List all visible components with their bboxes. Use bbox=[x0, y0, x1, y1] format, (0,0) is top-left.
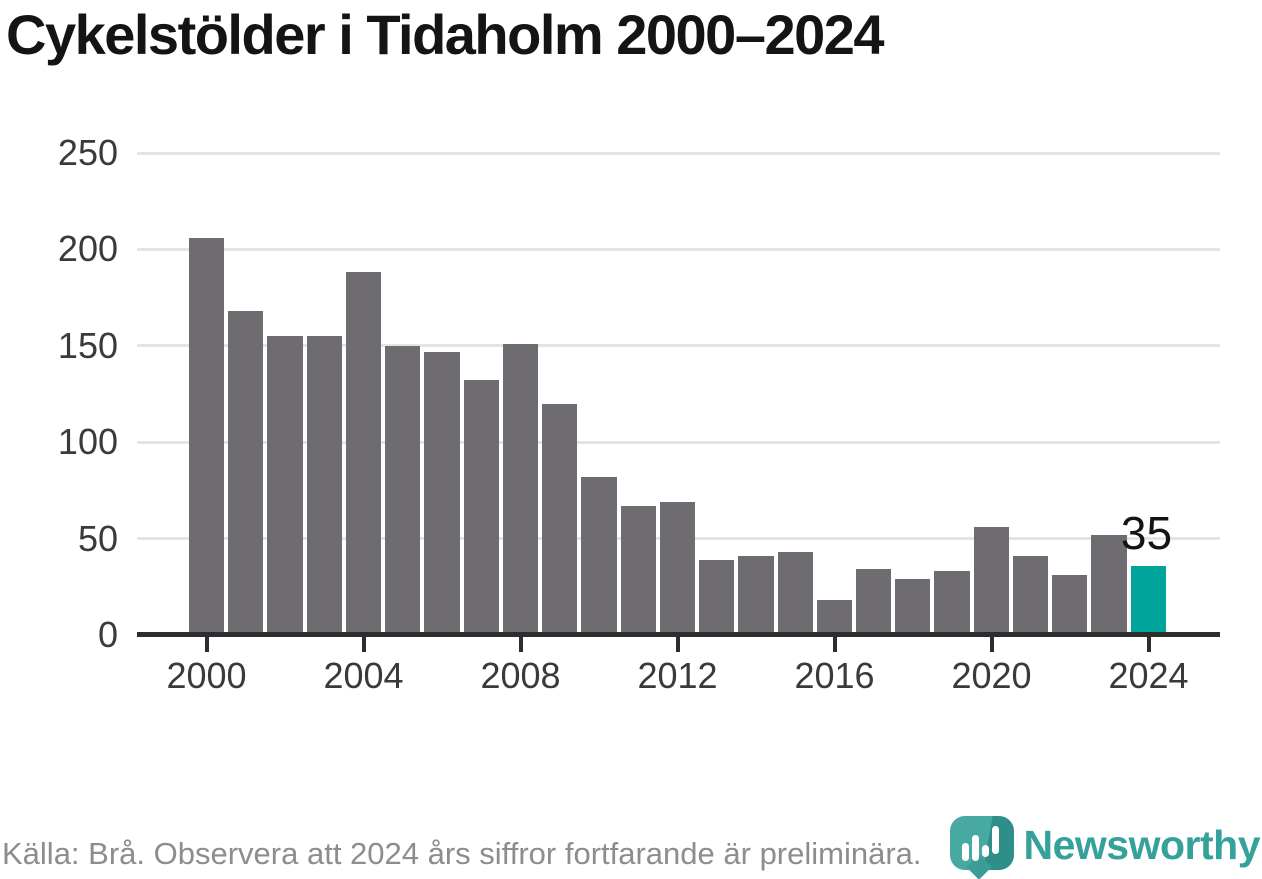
x-tick-2024 bbox=[1146, 637, 1151, 652]
newsworthy-speech-bubble-chart-icon bbox=[949, 812, 1016, 879]
logo-chart-bar bbox=[991, 826, 999, 854]
bar-2006 bbox=[424, 351, 460, 633]
bar-2023 bbox=[1091, 534, 1127, 633]
gridline-200 bbox=[137, 247, 1220, 251]
gridline-150 bbox=[137, 344, 1220, 348]
x-tick-label-2000: 2000 bbox=[166, 655, 247, 696]
x-tick-label-2016: 2016 bbox=[794, 655, 875, 696]
x-tick-2020 bbox=[989, 637, 994, 652]
gridline-100 bbox=[137, 440, 1220, 444]
bar-2019 bbox=[934, 571, 970, 633]
logo-chart-bar bbox=[961, 843, 969, 861]
bar-2021 bbox=[1012, 555, 1049, 633]
bar-2022 bbox=[1052, 575, 1088, 633]
y-tick-label-0: 0 bbox=[97, 614, 118, 655]
annotation-2024: 35 bbox=[1120, 506, 1173, 559]
bar-2015 bbox=[777, 552, 813, 633]
newsworthy-wordmark: Newsworthy bbox=[1023, 822, 1261, 868]
newsworthy-logo: Newsworthy bbox=[949, 812, 1262, 879]
x-tick-2016 bbox=[832, 637, 837, 652]
y-tick-label-200: 200 bbox=[57, 228, 118, 270]
x-tick-2004 bbox=[361, 637, 366, 652]
bar-2020 bbox=[973, 526, 1009, 633]
bar-2003 bbox=[306, 336, 342, 633]
bar-2014 bbox=[738, 555, 774, 633]
bar-2001 bbox=[228, 311, 264, 633]
bar-2008 bbox=[502, 343, 539, 633]
bar-2024 bbox=[1130, 565, 1166, 633]
bar-2000 bbox=[189, 237, 225, 633]
bars-row bbox=[189, 153, 1166, 633]
x-tick-2008 bbox=[518, 637, 523, 652]
y-tick-label-250: 250 bbox=[57, 132, 118, 173]
logo-chart-bar bbox=[971, 835, 979, 861]
bar-2012 bbox=[659, 501, 696, 633]
chart-title: Cykelstölder i Tidaholm 2000–2024 bbox=[6, 3, 885, 66]
x-tick-label-2012: 2012 bbox=[637, 655, 718, 696]
source-note: Källa: Brå. Observera att 2024 års siffr… bbox=[2, 836, 922, 871]
y-tick-label-50: 50 bbox=[77, 517, 118, 559]
bar-2016 bbox=[816, 600, 852, 633]
x-tick-label-2020: 2020 bbox=[951, 655, 1032, 696]
bar-2005 bbox=[385, 345, 421, 633]
x-tick-label-2024: 2024 bbox=[1108, 655, 1189, 696]
y-tick-label-150: 150 bbox=[57, 324, 118, 366]
gridline-250 bbox=[137, 151, 1220, 155]
bar-2009 bbox=[542, 403, 578, 633]
x-axis-line bbox=[137, 632, 1220, 637]
bar-2018 bbox=[895, 579, 931, 633]
bar-2007 bbox=[463, 380, 499, 633]
bar-2011 bbox=[620, 505, 656, 633]
bar-2002 bbox=[267, 336, 303, 633]
bar-2004 bbox=[345, 272, 382, 633]
logo-chart-bar bbox=[981, 845, 989, 857]
bar-2013 bbox=[699, 559, 735, 633]
x-tick-2000 bbox=[204, 637, 209, 652]
bar-2010 bbox=[581, 476, 617, 633]
x-tick-label-2008: 2008 bbox=[480, 655, 561, 696]
bar-2017 bbox=[855, 569, 892, 633]
x-tick-2012 bbox=[675, 637, 680, 652]
y-tick-label-100: 100 bbox=[57, 421, 118, 463]
x-tick-label-2004: 2004 bbox=[323, 655, 404, 696]
